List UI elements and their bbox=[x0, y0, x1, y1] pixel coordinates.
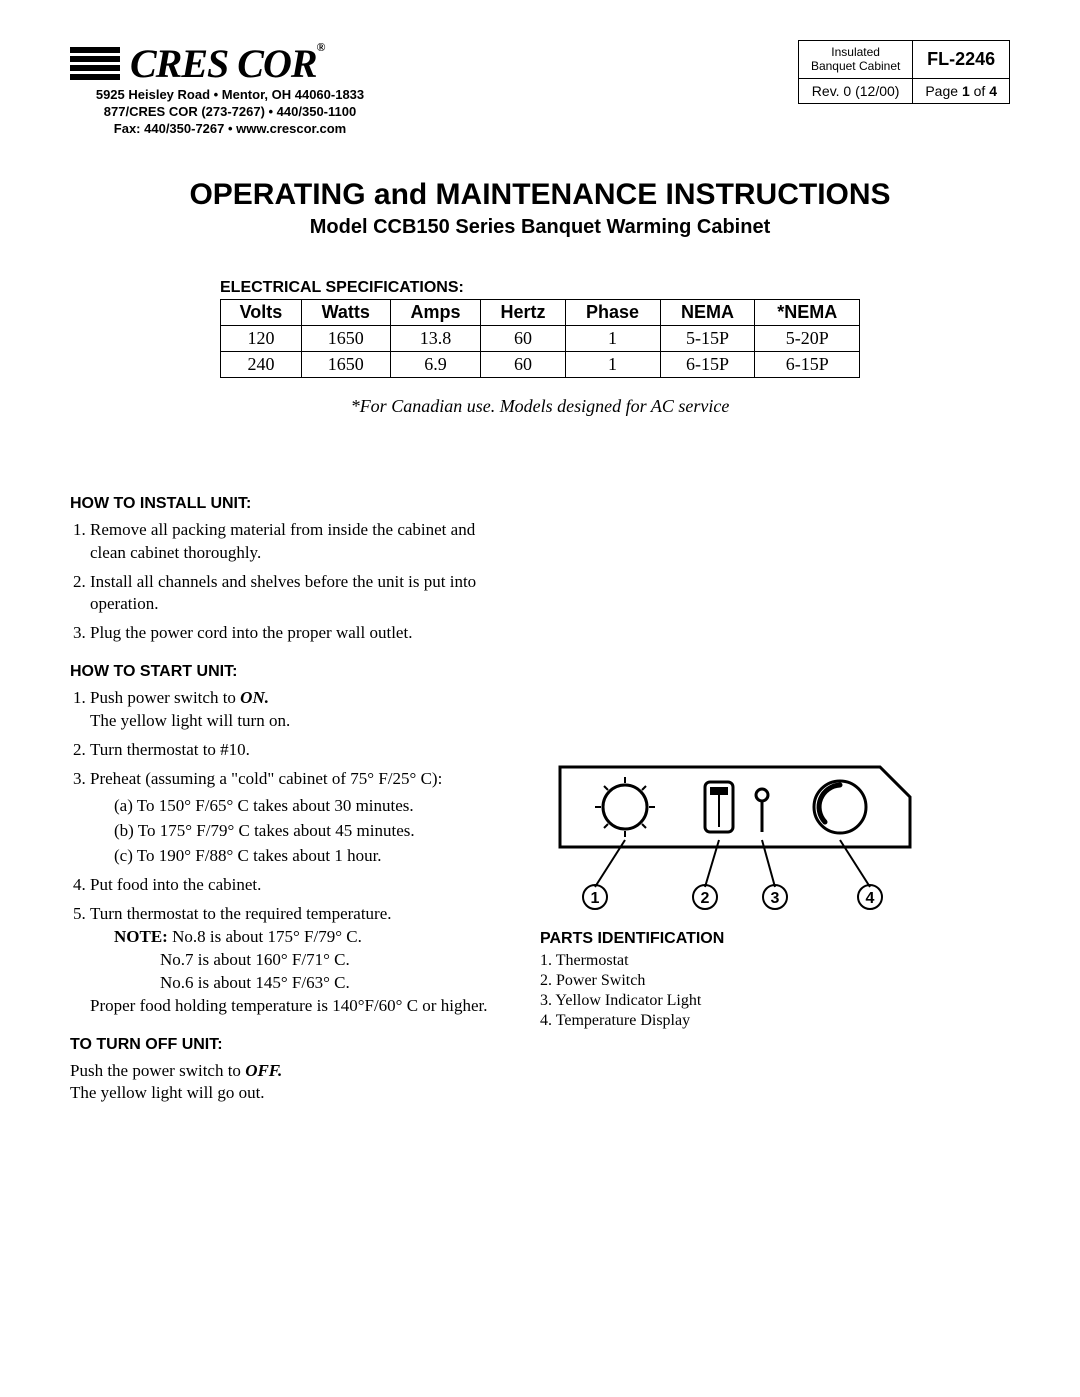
spec-cell: 5-15P bbox=[660, 325, 755, 351]
list-item: Remove all packing material from inside … bbox=[90, 519, 500, 565]
note-line: No.7 is about 160° F/71° C. bbox=[160, 949, 500, 972]
title-block: OPERATING and MAINTENANCE INSTRUCTIONS M… bbox=[70, 178, 1010, 239]
spec-cell: 120 bbox=[221, 325, 302, 351]
parts-column: 1 2 3 4 PARTS IDENTIFICATION 1. Thermost… bbox=[540, 477, 960, 1032]
spec-cell: 60 bbox=[481, 325, 565, 351]
spec-cell: 6.9 bbox=[390, 351, 481, 377]
brand-name: CRES COR® bbox=[130, 40, 325, 87]
list-item: Install all channels and shelves before … bbox=[90, 571, 500, 617]
start-list: Push power switch to ON. The yellow ligh… bbox=[70, 687, 500, 1017]
table-row: 120 1650 13.8 60 1 5-15P 5-20P bbox=[221, 325, 860, 351]
list-item: (b) To 175° F/79° C takes about 45 minut… bbox=[114, 820, 500, 843]
svg-text:3: 3 bbox=[771, 890, 780, 907]
spec-cell: 240 bbox=[221, 351, 302, 377]
spec-section: ELECTRICAL SPECIFICATIONS: Volts Watts A… bbox=[220, 279, 860, 378]
spec-table: Volts Watts Amps Hertz Phase NEMA *NEMA … bbox=[220, 299, 860, 378]
list-item: Put food into the cabinet. bbox=[90, 874, 500, 897]
list-item: Turn thermostat to #10. bbox=[90, 739, 500, 762]
instructions-column: HOW TO INSTALL UNIT: Remove all packing … bbox=[70, 477, 500, 1120]
spec-header-row: Volts Watts Amps Hertz Phase NEMA *NEMA bbox=[221, 299, 860, 325]
list-item: 2. Power Switch bbox=[540, 972, 960, 990]
list-item: Turn thermostat to the required temperat… bbox=[90, 903, 500, 1018]
spec-col: *NEMA bbox=[755, 299, 860, 325]
list-item: Push power switch to ON. The yellow ligh… bbox=[90, 687, 500, 733]
note-line: Proper food holding temperature is 140°F… bbox=[90, 995, 500, 1018]
parts-list: 1. Thermostat 2. Power Switch 3. Yellow … bbox=[540, 952, 960, 1030]
address-line-1: 5925 Heisley Road • Mentor, OH 44060-183… bbox=[70, 87, 390, 104]
address-line-2: 877/CRES COR (273-7267) • 440/350-1100 bbox=[70, 104, 390, 121]
spec-cell: 1650 bbox=[301, 325, 390, 351]
table-row: 240 1650 6.9 60 1 6-15P 6-15P bbox=[221, 351, 860, 377]
spec-col: Phase bbox=[565, 299, 660, 325]
page-title: OPERATING and MAINTENANCE INSTRUCTIONS bbox=[70, 178, 1010, 212]
svg-text:1: 1 bbox=[591, 890, 600, 907]
list-item: 4. Temperature Display bbox=[540, 1012, 960, 1030]
doc-rev: Rev. 0 (12/00) bbox=[798, 78, 912, 103]
parts-heading: PARTS IDENTIFICATION bbox=[540, 930, 960, 948]
spec-cell: 13.8 bbox=[390, 325, 481, 351]
spec-cell: 60 bbox=[481, 351, 565, 377]
off-heading: TO TURN OFF UNIT: bbox=[70, 1036, 500, 1054]
install-list: Remove all packing material from inside … bbox=[70, 519, 500, 646]
logo-block: CRES COR® 5925 Heisley Road • Mentor, OH… bbox=[70, 40, 390, 138]
page-subtitle: Model CCB150 Series Banquet Warming Cabi… bbox=[70, 216, 1010, 239]
address-line-3: Fax: 440/350-7267 • www.crescor.com bbox=[70, 121, 390, 138]
start-heading: HOW TO START UNIT: bbox=[70, 663, 500, 681]
spec-cell: 1 bbox=[565, 325, 660, 351]
logo-stripes-icon bbox=[70, 47, 120, 80]
body: HOW TO INSTALL UNIT: Remove all packing … bbox=[70, 477, 1010, 1120]
spec-col: Volts bbox=[221, 299, 302, 325]
note-line: No.6 is about 145° F/63° C. bbox=[160, 972, 500, 995]
spec-col: Hertz bbox=[481, 299, 565, 325]
header: CRES COR® 5925 Heisley Road • Mentor, OH… bbox=[70, 40, 1010, 138]
spec-cell: 6-15P bbox=[660, 351, 755, 377]
svg-text:4: 4 bbox=[866, 890, 875, 907]
doc-info-box: Insulated Banquet Cabinet FL-2246 Rev. 0… bbox=[798, 40, 1010, 104]
list-item: Plug the power cord into the proper wall… bbox=[90, 622, 500, 645]
spec-heading: ELECTRICAL SPECIFICATIONS: bbox=[220, 279, 860, 297]
spec-footnote: *For Canadian use. Models designed for A… bbox=[70, 396, 1010, 417]
spec-cell: 1 bbox=[565, 351, 660, 377]
spec-col: Watts bbox=[301, 299, 390, 325]
preheat-sublist: (a) To 150° F/65° C takes about 30 minut… bbox=[114, 795, 500, 868]
svg-text:2: 2 bbox=[701, 890, 710, 907]
list-item: (a) To 150° F/65° C takes about 30 minut… bbox=[114, 795, 500, 818]
diagram-icon: 1 2 3 4 bbox=[540, 747, 920, 917]
spec-cell: 6-15P bbox=[755, 351, 860, 377]
spec-cell: 1650 bbox=[301, 351, 390, 377]
list-item: Preheat (assuming a "cold" cabinet of 75… bbox=[90, 768, 500, 868]
doc-number: FL-2246 bbox=[913, 41, 1010, 79]
note-block: NOTE: No.8 is about 175° F/79° C. bbox=[114, 926, 500, 949]
list-item: 3. Yellow Indicator Light bbox=[540, 992, 960, 1010]
list-item: 1. Thermostat bbox=[540, 952, 960, 970]
doc-page: Page 1 of 4 bbox=[913, 78, 1010, 103]
install-heading: HOW TO INSTALL UNIT: bbox=[70, 495, 500, 513]
spec-cell: 5-20P bbox=[755, 325, 860, 351]
off-text: Push the power switch to OFF. The yellow… bbox=[70, 1060, 500, 1106]
logo: CRES COR® bbox=[70, 40, 390, 87]
list-item: (c) To 190° F/88° C takes about 1 hour. bbox=[114, 845, 500, 868]
spec-col: Amps bbox=[390, 299, 481, 325]
spec-col: NEMA bbox=[660, 299, 755, 325]
doc-desc: Insulated Banquet Cabinet bbox=[798, 41, 912, 79]
control-panel-diagram: 1 2 3 4 bbox=[540, 747, 960, 922]
